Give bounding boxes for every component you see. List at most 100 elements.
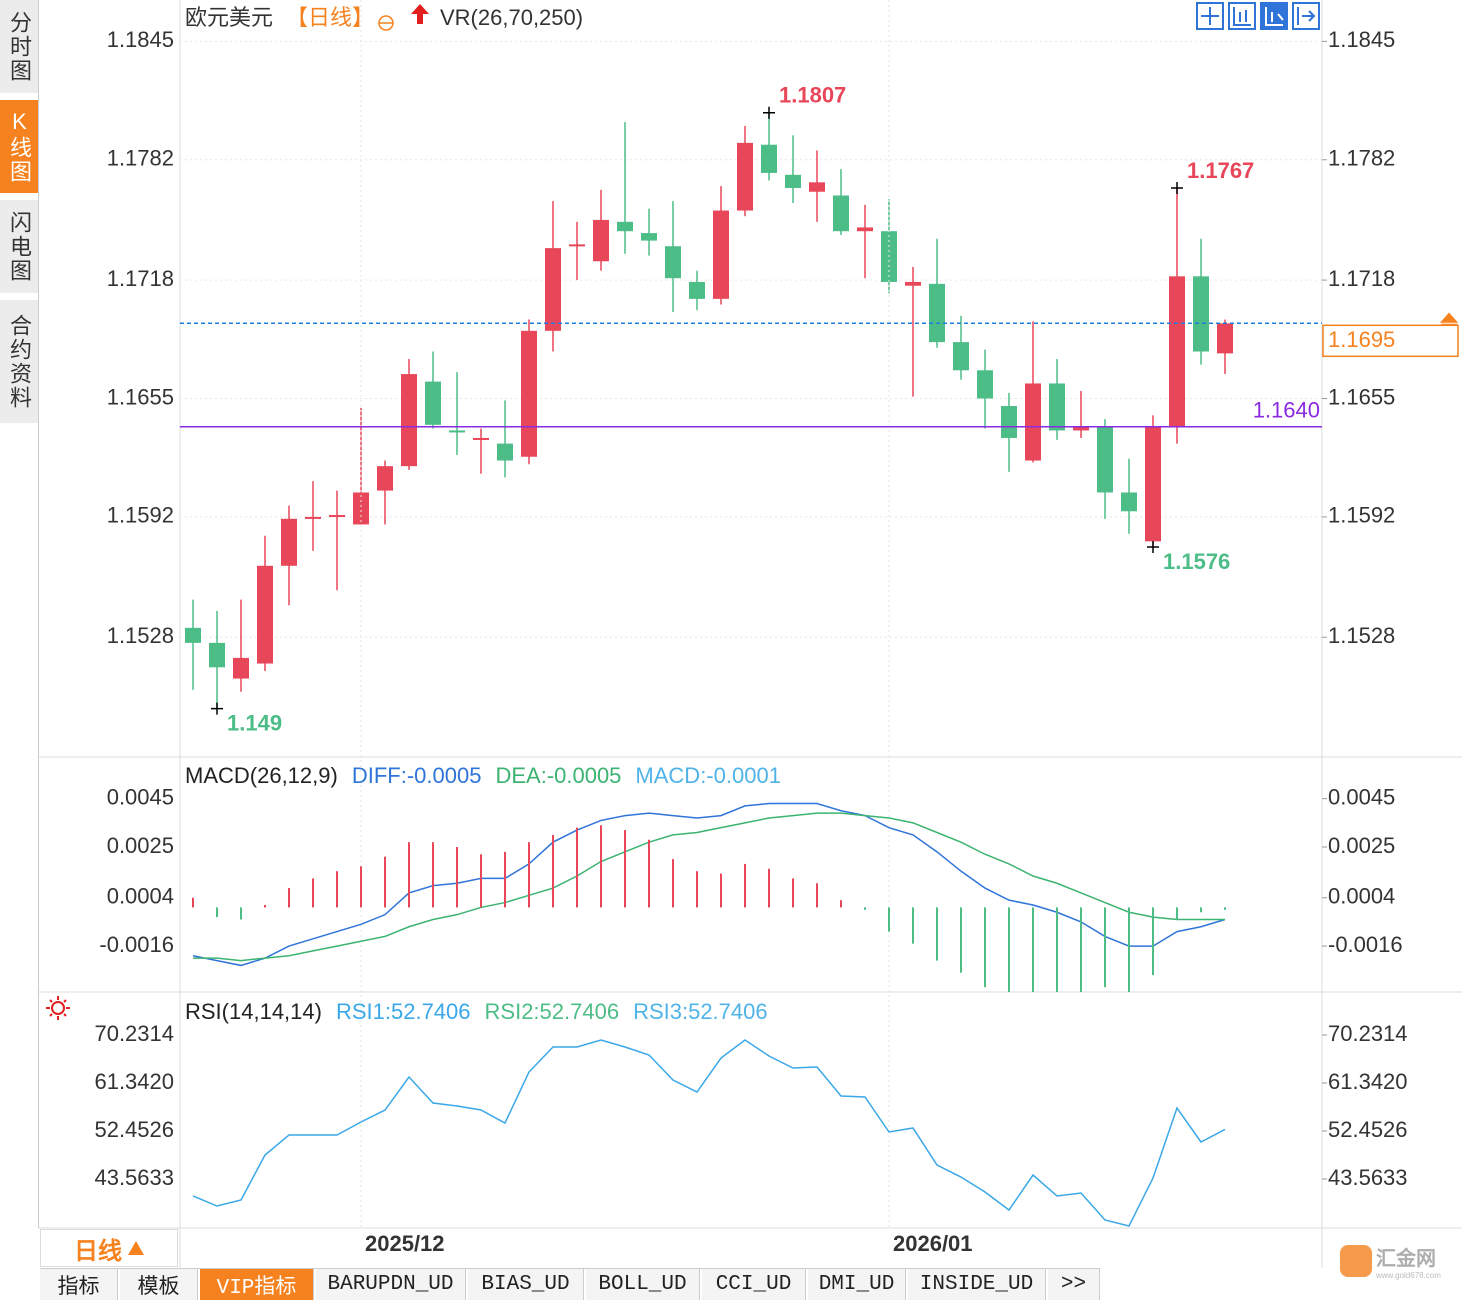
low-label: 1.1576 — [1163, 549, 1230, 574]
legend-entry: DIFF:-0.0005 — [352, 763, 482, 788]
tab[interactable]: >> — [1048, 1269, 1100, 1300]
extreme-marker — [1171, 181, 1183, 194]
toolbar-glyph — [1265, 7, 1284, 26]
legend-entry: RSI3:52.7406 — [633, 999, 768, 1024]
tab[interactable]: 模板 — [120, 1269, 198, 1300]
candle-body — [401, 374, 417, 467]
y-tick-label-right: 43.5633 — [1328, 1165, 1408, 1190]
candle-body — [305, 516, 321, 519]
price-line-label: 1.1640 — [1253, 398, 1320, 423]
watermark: 汇金网 www.gold678.com — [1340, 1242, 1441, 1280]
y-tick-label-right: -0.0016 — [1328, 932, 1403, 957]
indicator-tabs: 指标 模板 VIP指标 BARUPDN_UD BIAS_UD BOLL_UD CCI_UD D… — [40, 1268, 1100, 1301]
high-label: 1.1767 — [1187, 158, 1254, 183]
tab[interactable]: VIP指标 — [200, 1269, 314, 1300]
candle-body — [329, 515, 345, 518]
candle-body — [1169, 276, 1185, 427]
candle-body — [929, 283, 945, 343]
tab[interactable]: BOLL_UD — [586, 1269, 700, 1300]
watermark-url: www.gold678.com — [1376, 1271, 1441, 1280]
candle-body — [1121, 492, 1137, 512]
y-tick-label-right: 70.2314 — [1328, 1021, 1408, 1046]
legend-entry: RSI1:52.7406 — [336, 999, 471, 1024]
indicator-arrow-icon[interactable] — [411, 4, 429, 24]
candle-body — [257, 565, 273, 664]
watermark-name: 汇金网 — [1376, 1248, 1436, 1270]
tab[interactable]: 指标 — [40, 1269, 118, 1300]
y-tick-label-right: 52.4526 — [1328, 1117, 1408, 1142]
series-line — [192, 802, 1226, 967]
candle-body — [473, 437, 489, 440]
candle-body — [425, 381, 441, 425]
candle-body — [593, 219, 609, 262]
period-button[interactable]: 日线 — [40, 1229, 178, 1267]
tab[interactable]: INSIDE_UD — [908, 1269, 1046, 1300]
candle-body — [665, 246, 681, 279]
legend-entry: RSI(14,14,14) — [185, 999, 322, 1024]
candle-body — [1025, 383, 1041, 461]
y-tick-label-right: 0.0025 — [1328, 833, 1395, 858]
extreme-marker — [1147, 540, 1159, 553]
extreme-marker — [211, 702, 223, 715]
toolbar-glyph — [1297, 7, 1316, 25]
series-line — [193, 812, 1225, 962]
tab[interactable]: BARUPDN_UD — [316, 1269, 466, 1300]
side-tab[interactable]: 闪电图 — [0, 200, 38, 295]
y-tick-label-right: 1.1528 — [1328, 623, 1395, 648]
side-tab[interactable]: 合约资料 — [0, 300, 38, 425]
legend-entry: MACD(26,12,9) — [185, 763, 338, 788]
candle-body — [1001, 406, 1017, 438]
legend-entry: MACD:-0.0001 — [635, 763, 781, 788]
y-tick-label: -0.0016 — [99, 932, 174, 957]
candle-body — [1193, 276, 1209, 352]
candle-body — [569, 244, 585, 247]
y-tick-label-right: 0.0045 — [1328, 784, 1395, 809]
candle-body — [185, 627, 201, 643]
tab[interactable]: DMI_UD — [808, 1269, 906, 1300]
y-tick-label: 1.1845 — [107, 27, 174, 52]
y-tick-label-right: 1.1655 — [1328, 384, 1395, 409]
side-tab[interactable]: K线图 — [0, 100, 38, 195]
candle-body — [545, 248, 561, 331]
rsi-settings-icon[interactable] — [46, 996, 70, 1020]
candle-body — [209, 642, 225, 668]
low-label: 1.149 — [227, 710, 282, 735]
candle-body — [1049, 383, 1065, 431]
candle-body — [953, 342, 969, 371]
candle-body — [521, 330, 537, 457]
tab[interactable]: BIAS_UD — [468, 1269, 584, 1300]
toolbar-glyph — [1201, 7, 1219, 25]
y-tick-label: 0.0025 — [107, 833, 174, 858]
y-tick-label-right: 1.1845 — [1328, 27, 1395, 52]
side-tab[interactable]: 分时图 — [0, 0, 38, 95]
sidebar: 分时图 K线图闪电图合约资料 — [0, 0, 39, 1228]
y-tick-label: 43.5633 — [94, 1165, 174, 1190]
candle-body — [905, 281, 921, 286]
period-button-arrow — [128, 1241, 144, 1255]
last-price-label: 1.1695 — [1328, 327, 1395, 352]
period-label[interactable]: 【日线】 — [286, 5, 374, 30]
y-tick-label: 1.1528 — [107, 623, 174, 648]
y-tick-label: 1.1782 — [107, 146, 174, 171]
candle-body — [785, 174, 801, 188]
icon-rays — [46, 996, 70, 1020]
tab[interactable]: CCI_UD — [702, 1269, 806, 1300]
y-tick-label: 52.4526 — [94, 1117, 174, 1142]
candle-body — [617, 221, 633, 232]
symbol-title: 欧元美元 — [185, 5, 273, 30]
toolbar-icons — [1196, 2, 1320, 30]
y-tick-label: 0.0045 — [107, 784, 174, 809]
candle-body — [497, 443, 513, 461]
y-tick-label-right: 1.1592 — [1328, 503, 1395, 528]
candle-body — [857, 227, 873, 232]
period-button-label: 日线 — [74, 1237, 122, 1265]
candle-body — [761, 144, 777, 173]
y-tick-label: 1.1655 — [107, 384, 174, 409]
candle-body — [713, 210, 729, 299]
last-price-arrow — [1439, 312, 1459, 325]
icon-ring — [51, 1001, 65, 1015]
toolbar-glyph — [1233, 7, 1251, 26]
y-tick-label-right: 1.1782 — [1328, 146, 1395, 171]
candle-body — [977, 370, 993, 399]
